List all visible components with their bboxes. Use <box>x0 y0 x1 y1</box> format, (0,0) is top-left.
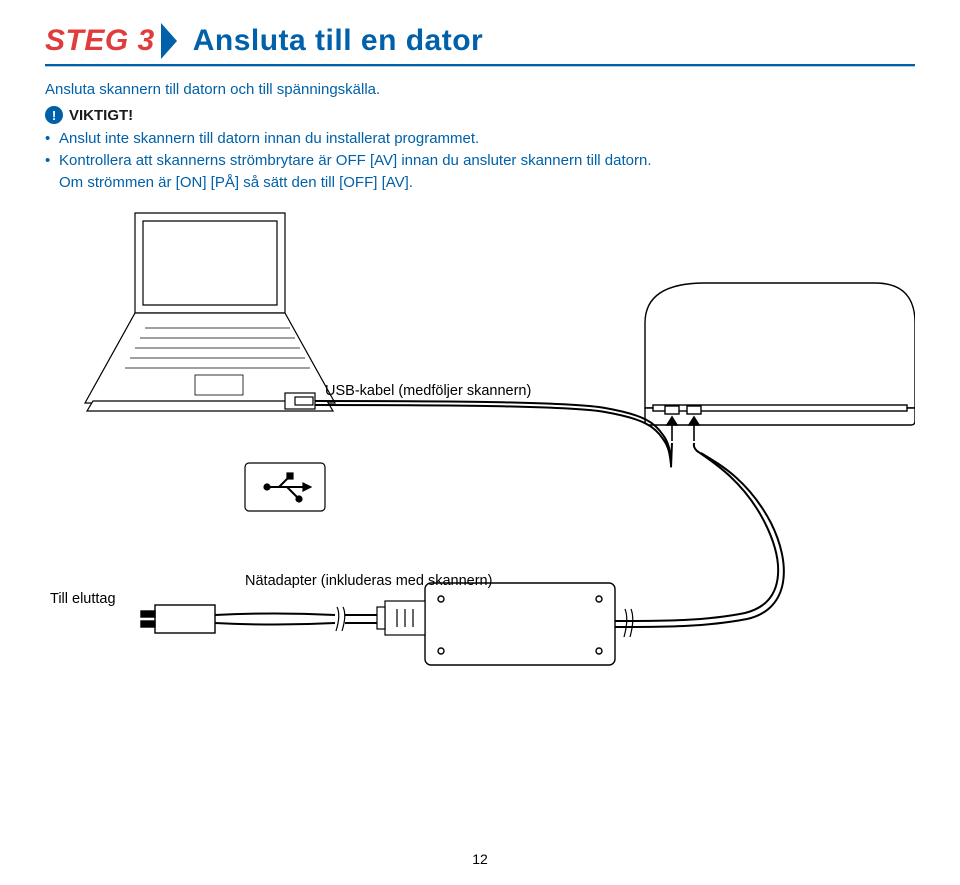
page-number: 12 <box>0 851 960 867</box>
bullet-dot: • <box>45 150 59 172</box>
title-underline <box>45 64 915 67</box>
power-adapter-icon <box>425 583 615 665</box>
ac-inlet-icon <box>377 601 425 635</box>
bullet-2: • Kontrollera att skannerns strömbrytare… <box>45 150 915 172</box>
diagram-svg <box>45 203 915 683</box>
bullet-list: • Anslut inte skannern till datorn innan… <box>45 128 915 193</box>
bullet-1: • Anslut inte skannern till datorn innan… <box>45 128 915 150</box>
alert-icon: ! <box>45 106 63 124</box>
bullet-2-text: Kontrollera att skannerns strömbrytare ä… <box>59 150 915 172</box>
connection-diagram: USB-kabel (medföljer skannern) Nätadapte… <box>45 203 915 683</box>
wedge-divider-icon <box>161 23 185 59</box>
bullet-spacer <box>45 172 59 194</box>
bullet-1-text: Anslut inte skannern till datorn innan d… <box>59 128 915 150</box>
page-title: Ansluta till en dator <box>193 24 484 58</box>
bullet-dot: • <box>45 128 59 150</box>
bullet-2-cont: Om strömmen är [ON] [PÅ] så sätt den til… <box>45 172 915 194</box>
intro-text: Ansluta skannern till datorn och till sp… <box>45 81 915 98</box>
laptop-icon <box>85 213 335 411</box>
important-label: VIKTIGT! <box>69 107 133 124</box>
outlet-label: Till eluttag <box>50 591 116 607</box>
important-row: ! VIKTIGT! <box>45 106 915 124</box>
dc-cable <box>615 443 784 637</box>
step-header: STEG 3 Ansluta till en dator <box>45 20 915 62</box>
scanner-icon <box>645 283 915 441</box>
power-adapter-label: Nätadapter (inkluderas med skannern) <box>245 573 492 589</box>
power-cord <box>215 607 377 631</box>
usb-cable <box>315 401 672 467</box>
step-number: STEG 3 <box>45 24 155 58</box>
usb-symbol-icon <box>245 463 325 511</box>
usb-cable-label: USB-kabel (medföljer skannern) <box>325 383 531 399</box>
bullet-2-cont-text: Om strömmen är [ON] [PÅ] så sätt den til… <box>59 172 915 194</box>
usb-plug-a-icon <box>285 393 315 409</box>
page: STEG 3 Ansluta till en dator Ansluta ska… <box>0 0 960 885</box>
mains-plug-icon <box>141 605 215 633</box>
